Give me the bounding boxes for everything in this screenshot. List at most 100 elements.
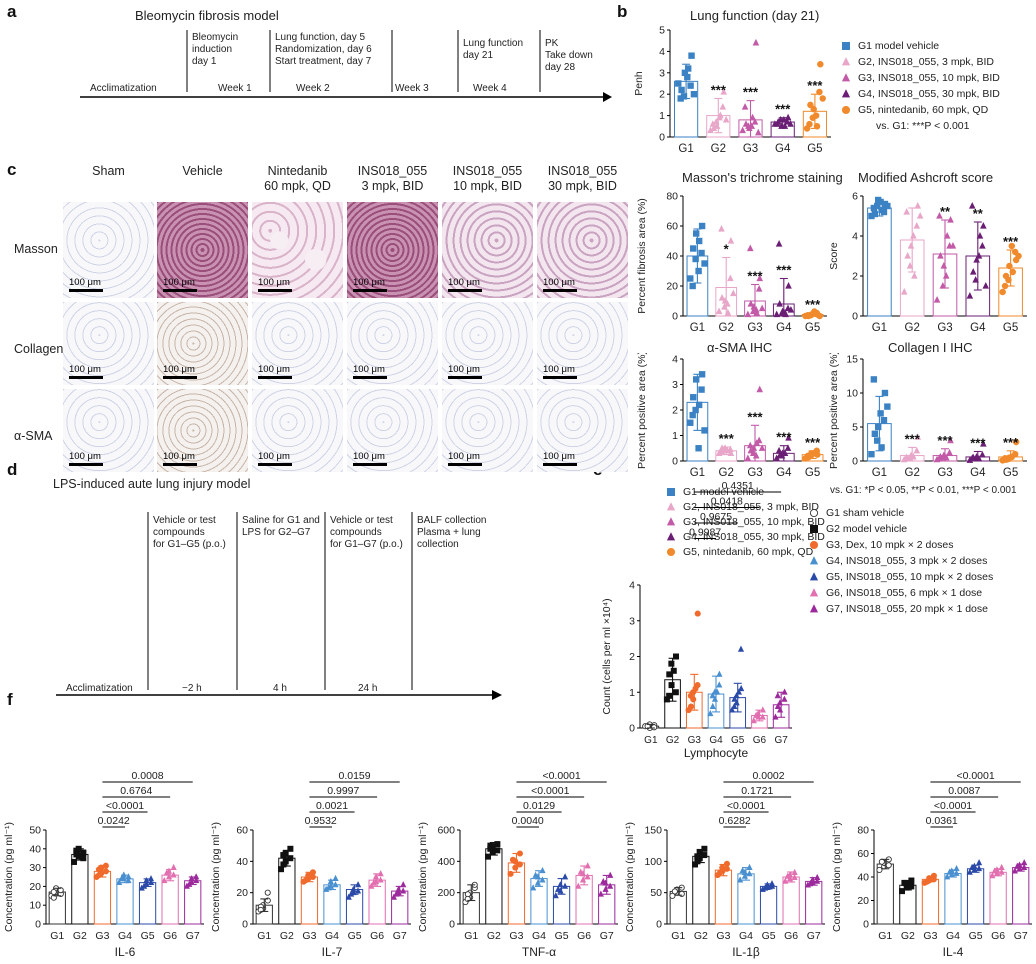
y-tick-label: 100 — [644, 856, 662, 868]
point-G1 — [687, 275, 694, 282]
point-G6 — [575, 882, 582, 889]
point-G1 — [884, 202, 891, 210]
x-tick-label: G7 — [807, 930, 821, 942]
x-axis-label: IL-6 — [115, 945, 136, 959]
point-G5 — [975, 865, 983, 872]
histology-image: 100 μm — [157, 202, 248, 298]
point-G3 — [102, 868, 110, 875]
point-G1 — [868, 451, 875, 458]
point-G5 — [817, 60, 824, 68]
legend-item: G5, nintedanib, 60 mpk, QD — [840, 102, 1030, 118]
x-tick-label: G5 — [1003, 467, 1018, 479]
point-G2 — [718, 294, 726, 301]
y-tick-label: 4 — [852, 231, 858, 243]
histology-image: 100 μm — [442, 202, 533, 298]
y-tick-label: 0 — [242, 919, 248, 931]
point-G3 — [747, 300, 755, 307]
legend-label: G4, INS018_055, 3 mpk × 2 doses — [826, 555, 988, 567]
point-G1 — [880, 417, 888, 424]
point-G4 — [966, 292, 974, 299]
chart-f1: 0 10 20 30 40 50 Concentration (pg ml⁻¹) G1 G2 G3… — [3, 770, 204, 959]
bar-G7 — [1012, 867, 1030, 925]
point-G2 — [487, 845, 494, 852]
event-d1: Vehicle or test compounds for G1–G5 (p.o.) — [153, 515, 226, 550]
y-axis-label: Count (cells per ml ×10⁴) — [601, 598, 613, 714]
y-tick-label: 2 — [659, 89, 665, 101]
point-G2 — [280, 852, 287, 859]
sig-label: *** — [970, 435, 986, 450]
point-G4 — [785, 282, 792, 289]
point-G2 — [710, 124, 718, 132]
y-tick-label: 4 — [659, 46, 665, 58]
bracket-label: 0.6282 — [719, 815, 751, 827]
event-d2: Saline for G1 and LPS for G2–G7 — [242, 515, 320, 538]
legend-marker-shape — [841, 105, 851, 115]
legend-item: G6, INS018_055, 6 mpk × 1 dose — [808, 585, 1033, 601]
y-tick-label: 0 — [672, 311, 678, 323]
point-G2 — [718, 444, 726, 451]
legend-label: G2 model vehicle — [826, 523, 908, 535]
point-G4 — [530, 884, 537, 891]
chart-e: 0 1 2 3 4 Count (cells per ml ×10⁴) G1 G2 G3 G4 G5… — [601, 480, 792, 760]
point-G5 — [813, 123, 821, 130]
point-G4 — [118, 875, 125, 882]
chart-b: 0 1 2 3 4 5 Penh G1 G2 *** G3 *** G4 *** G5 *** — [633, 25, 831, 155]
point-G4 — [709, 692, 716, 699]
point-G5 — [731, 702, 738, 709]
legend-item: G5, INS018_055, 10 mpk × 2 doses — [808, 569, 1033, 585]
point-G4 — [737, 876, 744, 883]
histology-image: 100 μm — [347, 202, 438, 298]
point-G4 — [716, 681, 723, 688]
legend-marker-shape — [667, 487, 675, 496]
point-G5 — [966, 868, 973, 875]
y-axis-label: Percent positive area (%) — [828, 353, 840, 469]
bracket-label: 0.0040 — [512, 815, 544, 827]
point-G7 — [1011, 867, 1018, 874]
point-G4 — [709, 702, 716, 709]
point-G7 — [600, 877, 607, 885]
x-tick-label: G3 — [923, 930, 937, 942]
point-G5 — [976, 859, 983, 866]
x-tick-label: G3 — [937, 467, 952, 479]
y-tick-label: 4 — [629, 580, 635, 592]
scale-bar-label: 100 μm — [543, 277, 575, 288]
panel-a-timeline — [80, 30, 612, 102]
point-G7 — [814, 877, 821, 884]
bracket-label: <0.0001 — [106, 800, 144, 812]
point-G4 — [739, 866, 746, 874]
x-tick-label: G1 — [690, 467, 705, 479]
x-tick-label: G2 — [905, 467, 920, 479]
x-tick-label: G4 — [118, 930, 132, 942]
legend-marker-shape — [666, 516, 676, 525]
point-G2 — [727, 237, 735, 244]
chart-c4: 0 5 10 15 Percent positive area (%) G1 G2 *** G3… — [828, 353, 1027, 479]
point-G6 — [372, 873, 380, 880]
point-G2 — [903, 208, 910, 215]
y-tick-label: 200 — [437, 887, 455, 899]
point-G3 — [694, 610, 701, 617]
point-G5 — [810, 450, 818, 457]
y-tick-label: 2 — [672, 405, 678, 417]
x-tick-label: G4 — [946, 930, 960, 942]
sig-label: *** — [747, 409, 763, 424]
point-G4 — [969, 453, 977, 461]
point-G1 — [698, 386, 705, 393]
point-G2 — [701, 852, 708, 859]
legend-label: G7, INS018_055, 20 mpk × 1 dose — [826, 603, 988, 615]
sig-label: *** — [743, 85, 759, 100]
histology-image: 100 μm — [537, 389, 628, 472]
x-tick-label: G2 — [666, 735, 680, 746]
y-tick-label: 0 — [659, 132, 665, 144]
point-G7 — [390, 893, 397, 900]
histology-column-header: INS018_055 3 mpk, BID — [357, 164, 428, 193]
y-tick-label: 400 — [437, 856, 455, 868]
point-G5 — [1012, 438, 1020, 446]
legend-marker — [809, 556, 819, 565]
legend-item: G5, nintedanib, 60 mpk, QD — [665, 544, 865, 559]
point-G1 — [690, 245, 697, 252]
point-G1 — [876, 866, 883, 873]
y-tick-label: 20 — [236, 887, 248, 899]
legend-label: G3, INS018_055, 10 mpk, BID — [858, 72, 1000, 84]
histology-image: 100 μm — [63, 202, 154, 298]
point-G1 — [881, 389, 889, 397]
